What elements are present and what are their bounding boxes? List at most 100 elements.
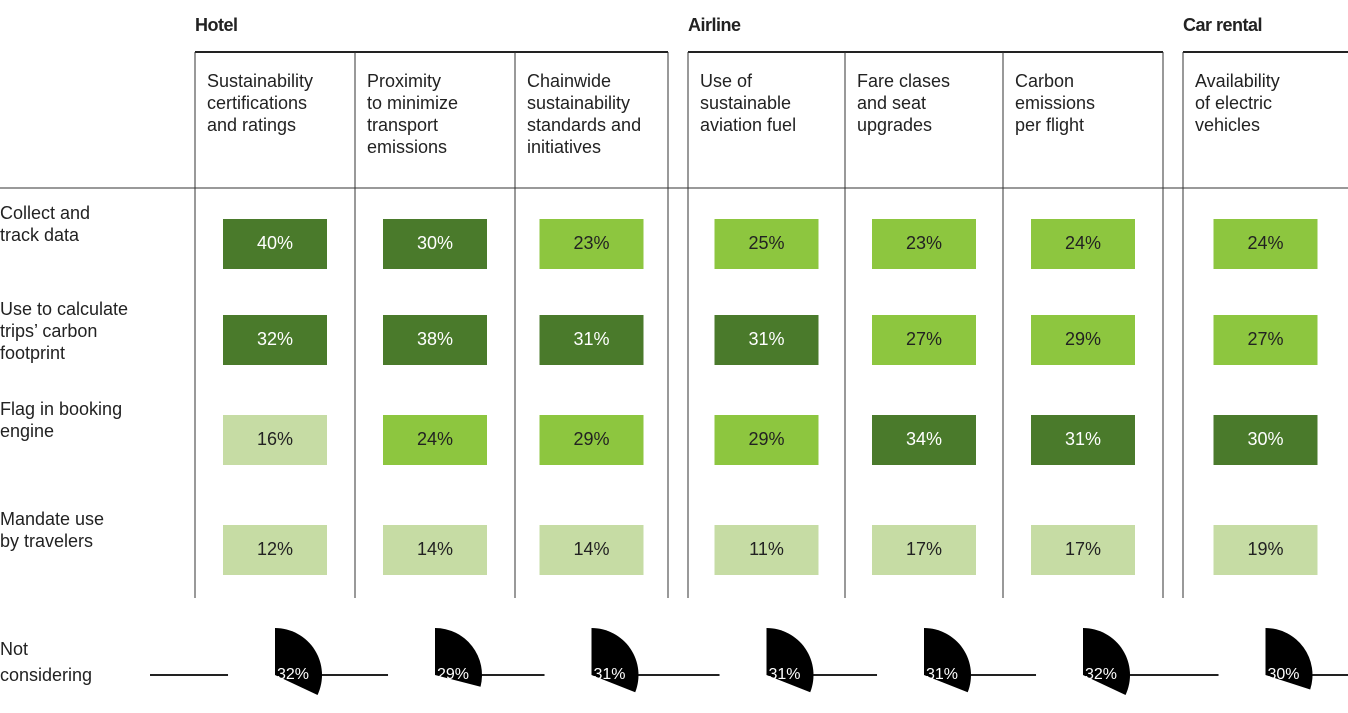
pie-label: 31%: [926, 666, 958, 683]
row-label: Flag in booking: [0, 399, 122, 419]
cell: [714, 415, 819, 465]
cell: [1031, 315, 1135, 365]
cell: [872, 219, 976, 269]
row-label: considering: [0, 665, 92, 685]
cell-value: 23%: [573, 233, 609, 253]
cell-value: 14%: [573, 539, 609, 559]
column-header: per flight: [1015, 115, 1084, 135]
column-header: aviation fuel: [700, 115, 796, 135]
column-header: Use of: [700, 71, 753, 91]
cell: [383, 415, 487, 465]
row-label: track data: [0, 225, 80, 245]
cell: [714, 219, 819, 269]
cell: [1031, 219, 1135, 269]
cell-value: 27%: [1247, 329, 1283, 349]
column-header: Sustainability: [207, 71, 313, 91]
column-header: emissions: [1015, 93, 1095, 113]
column-header: sustainability: [527, 93, 630, 113]
row-label: trips’ carbon: [0, 321, 97, 341]
cell: [539, 415, 644, 465]
cell-value: 24%: [1065, 233, 1101, 253]
pie-label: 31%: [768, 666, 800, 683]
cell: [223, 315, 327, 365]
cell-value: 11%: [749, 539, 784, 559]
cell: [872, 315, 976, 365]
cell: [872, 525, 976, 575]
row-label: engine: [0, 421, 54, 441]
cell-value: 40%: [257, 233, 293, 253]
cell-value: 29%: [573, 429, 609, 449]
pie-label: 29%: [437, 666, 469, 683]
cell: [539, 219, 644, 269]
row-label: footprint: [0, 343, 65, 363]
cell: [1213, 525, 1318, 575]
cell: [1031, 415, 1135, 465]
cell-value: 14%: [417, 539, 453, 559]
cell-value: 27%: [906, 329, 942, 349]
column-header: Availability: [1195, 71, 1280, 91]
cell-value: 29%: [1065, 329, 1101, 349]
cell: [1213, 219, 1318, 269]
cell: [539, 525, 644, 575]
row-label: Mandate use: [0, 509, 104, 529]
column-header: Carbon: [1015, 71, 1074, 91]
cell: [1213, 315, 1318, 365]
cell-value: 19%: [1247, 539, 1283, 559]
cell-value: 24%: [1247, 233, 1283, 253]
column-header: of electric: [1195, 93, 1272, 113]
pie-label: 32%: [1085, 666, 1117, 683]
column-header: initiatives: [527, 137, 601, 157]
column-header: Fare clases: [857, 71, 950, 91]
column-header: emissions: [367, 137, 447, 157]
row-label: by travelers: [0, 531, 93, 551]
column-header: certifications: [207, 93, 307, 113]
pie-label: 32%: [277, 666, 309, 683]
pie-wedge: [591, 628, 639, 693]
column-header: vehicles: [1195, 115, 1260, 135]
column-header: standards and: [527, 115, 641, 135]
pie-label: 30%: [1267, 666, 1299, 683]
cell: [223, 219, 327, 269]
row-label: Use to calculate: [0, 299, 128, 319]
row-label: Not: [0, 639, 28, 659]
pie-wedge: [766, 628, 814, 693]
column-header: and ratings: [207, 115, 296, 135]
cell-value: 31%: [748, 329, 784, 349]
pie-wedge: [1083, 628, 1130, 696]
cell: [714, 315, 819, 365]
cell-value: 23%: [906, 233, 942, 253]
cell: [872, 415, 976, 465]
column-header: and seat: [857, 93, 926, 113]
cell-value: 32%: [257, 329, 293, 349]
cell: [1213, 415, 1318, 465]
pie-wedge: [275, 628, 322, 696]
group-title: Airline: [688, 15, 741, 35]
cell-value: 16%: [257, 429, 293, 449]
column-header: transport: [367, 115, 438, 135]
cell-value: 24%: [417, 429, 453, 449]
cell-value: 12%: [257, 539, 293, 559]
column-header: upgrades: [857, 115, 932, 135]
pie-label: 31%: [593, 666, 625, 683]
cell: [383, 525, 487, 575]
cell: [539, 315, 644, 365]
group-title: Hotel: [195, 15, 238, 35]
column-header: to minimize: [367, 93, 458, 113]
cell: [223, 415, 327, 465]
cell-value: 17%: [1065, 539, 1101, 559]
row-label: Collect and: [0, 203, 90, 223]
cell-value: 25%: [748, 233, 784, 253]
group-title: Car rental: [1183, 15, 1262, 35]
cell: [1031, 525, 1135, 575]
cell-value: 38%: [417, 329, 453, 349]
cell-value: 31%: [1065, 429, 1101, 449]
cell: [383, 219, 487, 269]
cell: [383, 315, 487, 365]
column-header: Chainwide: [527, 71, 611, 91]
cell-value: 34%: [906, 429, 942, 449]
column-header: Proximity: [367, 71, 441, 91]
cell: [714, 525, 819, 575]
pie-wedge: [1265, 628, 1313, 690]
